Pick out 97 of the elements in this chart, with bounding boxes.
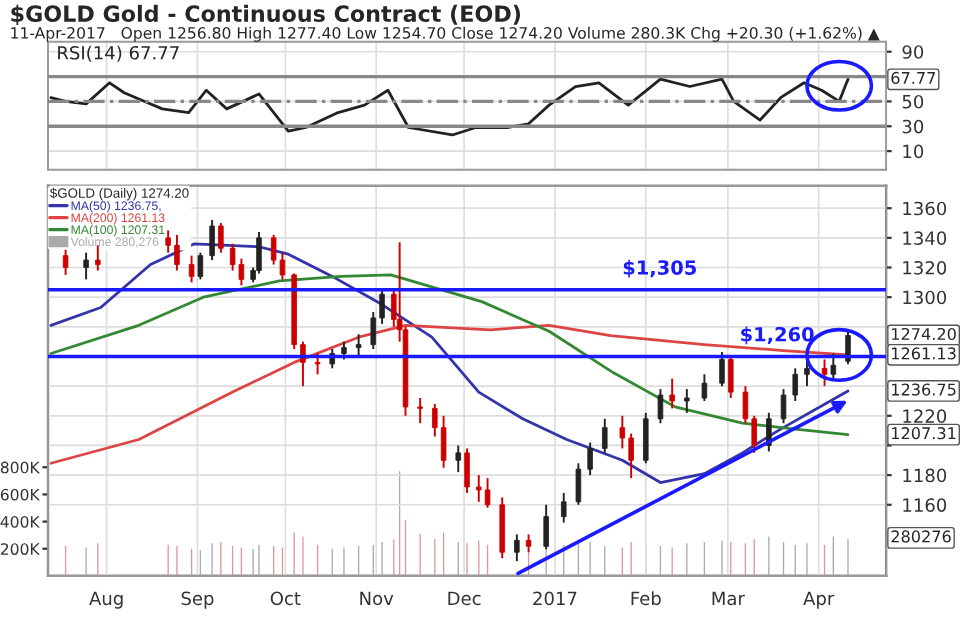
bar xyxy=(668,544,676,576)
candlestick xyxy=(499,496,505,560)
y-tick-label: 1160 xyxy=(903,498,947,512)
candlestick xyxy=(560,491,567,524)
candlestick xyxy=(417,397,423,425)
x-tick-label: Oct xyxy=(270,591,301,606)
candlestick xyxy=(587,441,593,477)
bar xyxy=(700,539,708,576)
bar xyxy=(431,536,439,576)
candlestick xyxy=(314,352,321,376)
bar xyxy=(217,539,225,576)
annotation: 1236.75 xyxy=(892,383,956,396)
candlestick xyxy=(455,444,462,474)
candlestick xyxy=(701,373,708,402)
y-tick-label: 90 xyxy=(902,45,924,59)
annotation: 67.77 xyxy=(891,71,936,85)
y-tick-label: 1340 xyxy=(903,231,947,245)
annotation: 1207.31 xyxy=(892,427,956,440)
bar xyxy=(290,529,298,576)
bar xyxy=(237,544,245,576)
candlestick xyxy=(669,377,675,410)
y-tick-label: 1360 xyxy=(903,201,947,216)
bar xyxy=(62,543,70,576)
candlestick xyxy=(845,329,851,366)
y-tick-label: 30 xyxy=(902,119,924,134)
text: 280276 xyxy=(891,530,951,543)
bar xyxy=(780,539,787,576)
x-tick-label: Feb xyxy=(631,591,661,606)
bar xyxy=(94,540,102,576)
candlestick xyxy=(484,477,491,509)
bar xyxy=(82,544,90,576)
candlestick xyxy=(218,222,224,254)
bar xyxy=(454,539,462,576)
annotation: 1261.13 xyxy=(892,347,956,360)
annotation: 1274.20 xyxy=(892,327,956,341)
ref-line-label: $1,260 xyxy=(741,326,814,345)
x-tick-label: Apr xyxy=(803,591,835,609)
bar xyxy=(627,539,635,576)
x-tick-label: 2017 xyxy=(533,591,577,606)
bar xyxy=(188,546,196,576)
x-tick-label: Nov xyxy=(360,591,394,606)
candlestick xyxy=(684,388,690,414)
candlestick xyxy=(657,388,664,425)
bar xyxy=(765,533,773,576)
bar xyxy=(355,543,363,576)
bar xyxy=(314,541,322,576)
candlestick xyxy=(256,230,262,275)
y-tick-label: 1300 xyxy=(903,290,947,305)
bar xyxy=(791,541,799,576)
candlestick xyxy=(229,242,236,272)
y-tick-label: 1180 xyxy=(903,468,947,483)
x-tick-label: Aug xyxy=(89,591,123,609)
bar xyxy=(164,541,172,576)
candlestick xyxy=(62,248,69,276)
bar xyxy=(416,531,424,576)
bar xyxy=(829,533,837,576)
x-tick-label: Dec xyxy=(448,591,481,606)
bar xyxy=(475,537,483,576)
candlestick xyxy=(464,447,470,494)
x-tick-label: Mar xyxy=(712,591,745,606)
candlestick xyxy=(728,355,734,399)
y-tick-label: 10 xyxy=(903,144,924,159)
bar xyxy=(601,543,609,576)
candlestick xyxy=(780,388,787,425)
bar xyxy=(586,539,594,576)
y-tick-label: 1220 xyxy=(903,409,947,423)
chart-title: $GOLD Gold - Continuous Contract (EOD) xyxy=(11,4,521,25)
candlestick xyxy=(719,351,725,388)
bar xyxy=(328,546,336,576)
bar xyxy=(173,543,181,576)
bar xyxy=(396,468,404,576)
candlestick xyxy=(83,251,89,281)
y-tick-label: 1320 xyxy=(903,260,947,275)
ref-line-label: $1,305 xyxy=(623,259,696,278)
candlestick xyxy=(209,219,215,262)
legend-title: RSI(14) 67.77 xyxy=(58,45,179,62)
bar xyxy=(208,540,216,576)
candlestick xyxy=(188,254,195,284)
bar xyxy=(574,540,582,576)
candlestick xyxy=(514,533,520,563)
candlestick xyxy=(575,462,582,506)
candlestick xyxy=(197,251,204,281)
candlestick xyxy=(355,333,362,358)
candlestick xyxy=(602,417,608,454)
bar xyxy=(750,536,758,576)
candlestick xyxy=(821,358,828,388)
bar xyxy=(270,543,278,576)
x-tick-label: Sep xyxy=(181,591,214,609)
candlestick xyxy=(792,367,798,402)
candlestick xyxy=(643,411,649,465)
candlestick xyxy=(830,352,837,380)
candlestick xyxy=(440,414,447,469)
candlestick xyxy=(95,244,101,272)
bar xyxy=(657,543,664,576)
y-tick-label: 50 xyxy=(902,94,924,109)
bar xyxy=(229,543,237,576)
bar xyxy=(683,540,691,576)
